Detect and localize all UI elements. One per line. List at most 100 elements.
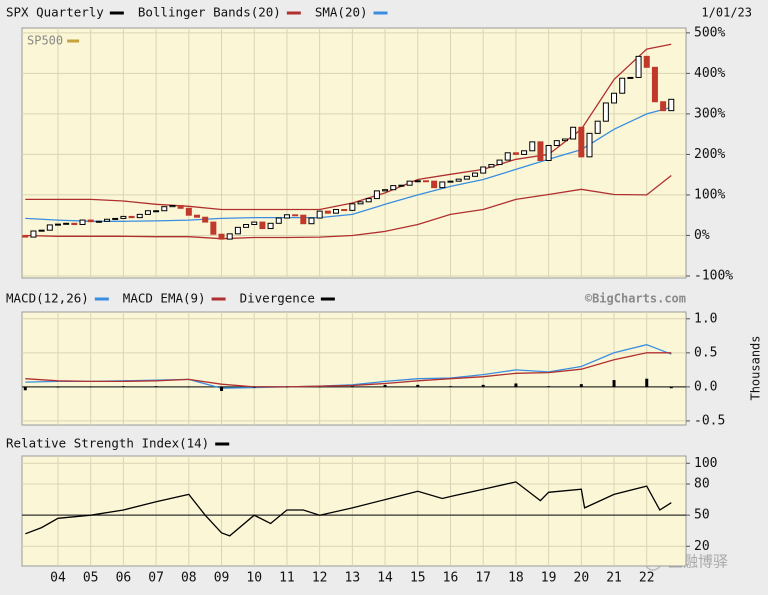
inner-label: SP500 [27,34,63,48]
candle-body [414,180,421,183]
candle-body [63,222,70,225]
candle-body [333,209,340,214]
divergence-bar [121,386,125,387]
candle-body [496,159,503,166]
candle-body [529,141,536,152]
divergence-bar [252,386,256,388]
candle-body [472,172,479,177]
candle-body [300,214,307,225]
candle-body [169,204,176,208]
candle-body [545,145,552,161]
candle-body [234,226,241,235]
divergence-bar [612,380,616,387]
candle-body [54,223,61,226]
candle-body [112,217,119,220]
y-tick-label: 50 [694,508,710,523]
x-tick-label: 18 [508,571,524,586]
x-tick-label: 11 [279,571,295,586]
y-tick-label: 500% [694,25,725,40]
legend-label: MACD EMA(9) [123,291,206,306]
candle-body [635,55,642,78]
y-tick-label: -0.5 [694,413,725,428]
candle-body [71,222,78,226]
candle-body [422,180,429,183]
series-line [25,174,672,240]
divergence-bar [23,386,27,391]
divergence-bar [669,386,673,389]
candle-body [104,218,111,222]
divergence-bar [220,386,224,391]
candle-body [619,77,626,94]
candle-body [570,126,577,140]
candle-body [251,221,258,226]
candle-body [537,141,544,161]
plot-area [21,311,687,426]
candle-body [226,233,233,240]
divergence-bar [187,386,191,388]
candle-body [292,214,299,217]
candle-body [38,229,45,232]
x-tick-label: 04 [50,571,66,586]
x-tick-label: 19 [541,571,557,586]
legend-label: SPX Quarterly [6,5,104,20]
candle-body [193,214,200,218]
candle-body [275,217,282,224]
candle-body [218,233,225,240]
y-tick-label: 20 [694,539,710,554]
candle-body [382,189,389,192]
plot-area [21,27,687,279]
candle-body [561,138,568,142]
candle-body [324,210,331,214]
candle-body [185,207,192,216]
candle-body [120,215,127,219]
candle-body [373,190,380,200]
candle-body [128,215,135,219]
credit: ©BigCharts.com [585,292,686,306]
divergence-bar [89,386,93,388]
x-tick-label: 05 [83,571,99,586]
candle-body [79,219,86,226]
x-tick-label: 14 [377,571,393,586]
candle-body [660,101,667,112]
candle-body [504,152,511,161]
candle-body [153,210,160,213]
y-tick-label: 300% [694,106,725,121]
candle-body [243,224,250,228]
candle-body [602,102,609,122]
x-tick-label: 09 [214,571,230,586]
x-tick-label: 08 [181,571,197,586]
candle-body [210,221,217,235]
candle-body [431,180,438,189]
date-label: 1/01/23 [701,6,752,20]
candle-body [439,181,446,189]
candle-body [488,164,495,168]
y-tick-label: 400% [694,66,725,81]
candle-body [202,216,209,223]
candle-body [161,206,168,212]
series-line [25,106,672,222]
divergence-bar [154,386,158,387]
candle-body [316,210,323,219]
divergence-bar [56,386,60,388]
divergence-bar [318,386,322,388]
x-tick-label: 22 [639,571,655,586]
divergence-bar [285,386,289,388]
candle-body [46,224,53,231]
y-tick-label: 200% [694,147,725,162]
divergence-bar [579,384,583,387]
candle-body [627,76,634,79]
divergence-bar [416,384,420,387]
candle-body [651,66,658,103]
candle-body [586,132,593,158]
candle-body [447,180,454,183]
candle-body [463,175,470,180]
y-tick-label: 100 [694,456,717,471]
x-tick-label: 12 [312,571,328,586]
candle-body [365,198,372,203]
y-tick-label: 0.5 [694,345,717,360]
y-tick-label: 80 [694,477,710,492]
candle-body [406,180,413,186]
y-tick-label: 0% [694,228,710,243]
candle-body [95,220,102,223]
